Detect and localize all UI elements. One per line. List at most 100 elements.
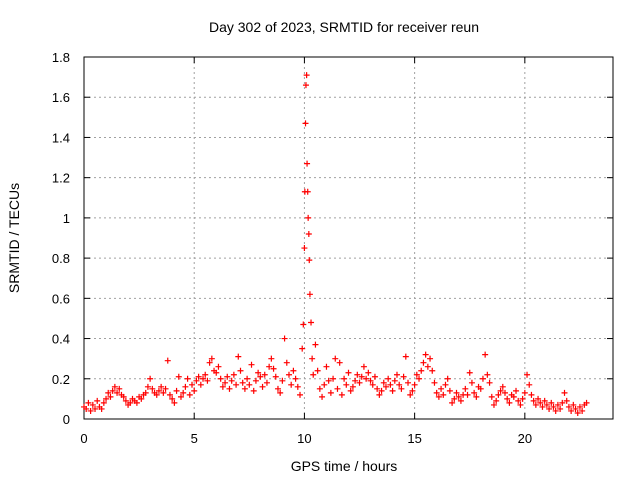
data-point (389, 387, 396, 394)
data-point (189, 381, 196, 388)
data-point (300, 321, 307, 328)
data-point (546, 405, 553, 412)
data-point (206, 359, 213, 366)
data-point (122, 397, 129, 404)
data-point (213, 369, 220, 376)
data-point (208, 355, 215, 362)
data-point (321, 381, 328, 388)
data-point (268, 355, 275, 362)
y-tick-label: 0.2 (52, 372, 70, 387)
data-point (195, 373, 202, 380)
data-point (524, 371, 531, 378)
data-point (411, 381, 418, 388)
data-point (224, 373, 231, 380)
data-point (466, 369, 473, 376)
data-point (552, 407, 559, 414)
data-point (418, 367, 425, 374)
data-point (177, 393, 184, 400)
data-point (142, 389, 149, 396)
data-point (153, 391, 160, 398)
data-point (431, 379, 438, 386)
data-point (252, 377, 259, 384)
data-point (147, 375, 154, 382)
data-point (197, 381, 204, 388)
data-point (341, 375, 348, 382)
data-point (365, 369, 372, 376)
data-point (493, 397, 500, 404)
data-point (429, 367, 436, 374)
x-axis-label: GPS time / hours (291, 458, 398, 474)
data-point (302, 120, 309, 127)
y-tick-label: 1 (63, 211, 70, 226)
data-point (378, 387, 385, 394)
data-point (416, 375, 423, 382)
data-point (515, 397, 522, 404)
data-point (250, 387, 257, 394)
data-point (222, 379, 229, 386)
data-points (81, 72, 590, 416)
data-point (363, 375, 370, 382)
data-point (292, 375, 299, 382)
data-point (277, 389, 284, 396)
data-point (400, 373, 407, 380)
y-axis-label: SRMTID / TECUs (6, 183, 22, 293)
plot-frame (83, 56, 614, 420)
data-point (261, 371, 268, 378)
data-point (510, 393, 517, 400)
data-point (464, 391, 471, 398)
data-point (572, 405, 579, 412)
y-tick-label: 1.6 (52, 90, 70, 105)
data-point (541, 397, 548, 404)
data-point (257, 373, 264, 380)
data-point (323, 363, 330, 370)
data-point (304, 160, 311, 167)
data-point (532, 401, 539, 408)
data-point (246, 381, 253, 388)
data-point (120, 393, 127, 400)
data-point (288, 381, 295, 388)
data-point (393, 371, 400, 378)
data-point (155, 387, 162, 394)
data-point (486, 379, 493, 386)
data-point (380, 379, 387, 386)
data-point (477, 385, 484, 392)
data-point (325, 377, 332, 384)
data-point (302, 82, 309, 89)
data-point (305, 214, 312, 221)
data-point (191, 387, 198, 394)
data-point (506, 399, 513, 406)
data-point (519, 395, 526, 402)
data-point (501, 389, 508, 396)
x-tick-label: 15 (407, 431, 421, 446)
data-point (497, 387, 504, 394)
data-point (367, 377, 374, 384)
data-point (237, 367, 244, 374)
data-point (440, 391, 447, 398)
data-point (283, 359, 290, 366)
data-point (111, 383, 118, 390)
data-point (385, 375, 392, 382)
data-point (561, 389, 568, 396)
y-tick-label: 0.6 (52, 291, 70, 306)
data-point (513, 387, 520, 394)
data-point (248, 361, 255, 368)
data-point (369, 381, 376, 388)
data-point (433, 389, 440, 396)
data-point (530, 397, 537, 404)
data-point (343, 381, 350, 388)
data-point (272, 373, 279, 380)
data-point (382, 383, 389, 390)
data-point (402, 353, 409, 360)
data-point (438, 385, 445, 392)
data-point (468, 379, 475, 386)
data-point (169, 395, 176, 402)
data-point (308, 319, 315, 326)
data-point (175, 373, 182, 380)
data-point (316, 385, 323, 392)
data-point (89, 401, 96, 408)
data-point (495, 391, 502, 398)
x-tick-label: 0 (80, 431, 87, 446)
data-point (162, 385, 169, 392)
data-point (138, 395, 145, 402)
data-point (376, 391, 383, 398)
